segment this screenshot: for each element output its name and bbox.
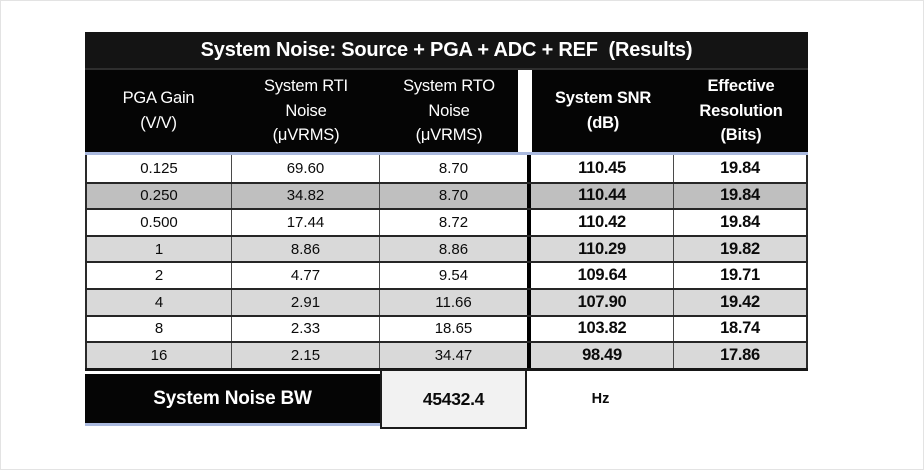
rto-noise-cell: 8.70: [438, 159, 469, 177]
column-header-pga-gain: PGA Gain (V/V): [122, 89, 195, 132]
pga-gain-cell: 4: [85, 289, 232, 315]
system-snr-cell: 107.90: [527, 289, 674, 315]
system-noise-bw-label: System Noise BW: [85, 374, 380, 423]
effective-resolution-cell: 17.86: [674, 343, 808, 368]
table-row: 0.500 17.44 8.72 110.42 19.84: [85, 208, 808, 235]
rto-noise-cell: 34.47: [434, 346, 473, 364]
rto-noise-cell: 18.65: [434, 320, 473, 338]
rti-noise-cell: 2.15: [232, 343, 380, 368]
pga-gain-cell: 1: [85, 236, 232, 262]
table-title: System Noise: Source + PGA + ADC + REF (…: [85, 32, 808, 70]
header-block-outputs: System SNR (dB) Effective Resolution (Bi…: [532, 70, 808, 152]
rti-noise-cell: 2.91: [232, 289, 380, 315]
system-snr-cell: 110.44: [527, 183, 674, 209]
pga-gain-cell: 16: [85, 343, 232, 368]
system-snr-cell: 110.42: [527, 210, 674, 235]
system-snr-cell: 98.49: [527, 343, 674, 368]
column-header-row: PGA Gain (V/V) System RTI Noise (μVRMS) …: [85, 70, 808, 152]
header-divider-gap: [518, 70, 532, 152]
rti-noise-cell: 34.82: [232, 183, 380, 209]
header-block-inputs: PGA Gain (V/V) System RTI Noise (μVRMS) …: [85, 70, 518, 152]
footer-accent-line: [85, 423, 380, 426]
column-header-rti-noise: System RTI Noise (μVRMS): [264, 76, 348, 145]
rto-noise-cell: 9.54: [438, 267, 469, 285]
pga-gain-cell: 0.125: [85, 155, 232, 182]
effective-resolution-cell: 19.84: [674, 155, 808, 182]
table-row: 4 2.91 11.66 107.90 19.42: [85, 287, 808, 315]
system-snr-cell: 109.64: [527, 263, 674, 288]
effective-resolution-cell: 18.74: [674, 316, 808, 342]
effective-resolution-cell: 19.82: [674, 236, 808, 262]
header-accent-line: [85, 152, 808, 155]
effective-resolution-cell: 19.84: [674, 210, 808, 235]
column-header-system-snr: System SNR (dB): [554, 89, 652, 132]
table-row: 16 2.15 34.47 98.49 17.86: [85, 341, 808, 368]
rti-noise-cell: 8.86: [232, 236, 380, 262]
rti-noise-cell: 4.77: [232, 263, 380, 288]
system-snr-cell: 103.82: [527, 316, 674, 342]
rto-noise-cell: 8.72: [438, 213, 469, 231]
system-noise-bw-value: 45432.4: [380, 369, 527, 429]
effective-resolution-cell: 19.84: [674, 183, 808, 209]
rti-noise-cell: 69.60: [232, 155, 380, 182]
pga-gain-cell: 0.500: [85, 210, 232, 235]
rto-noise-cell: 8.86: [438, 240, 469, 258]
table-row: 2 4.77 9.54 109.64 19.71: [85, 261, 808, 288]
results-table: 0.125 69.60 8.70 110.45 19.84 0.250 34.8…: [85, 155, 808, 371]
table-row: 0.250 34.82 8.70 110.44 19.84: [85, 181, 808, 209]
column-header-rto-noise: System RTO Noise (μVRMS): [403, 76, 495, 145]
pga-gain-cell: 0.250: [85, 183, 232, 209]
rti-noise-cell: 2.33: [232, 316, 380, 342]
pga-gain-cell: 8: [85, 316, 232, 342]
system-snr-cell: 110.29: [527, 236, 674, 262]
rto-noise-cell: 8.70: [438, 187, 469, 205]
table-row: 0.125 69.60 8.70 110.45 19.84: [85, 155, 808, 182]
effective-resolution-cell: 19.71: [674, 263, 808, 288]
system-noise-bw-unit: Hz: [591, 390, 610, 407]
pga-gain-cell: 2: [85, 263, 232, 288]
table-row: 8 2.33 18.65 103.82 18.74: [85, 314, 808, 342]
rto-noise-cell: 11.66: [435, 293, 472, 311]
table-row: 1 8.86 8.86 110.29 19.82: [85, 234, 808, 262]
rti-noise-cell: 17.44: [232, 210, 380, 235]
system-snr-cell: 110.45: [527, 155, 674, 182]
effective-resolution-cell: 19.42: [674, 289, 808, 315]
column-header-effective-resolution: Effective Resolution (Bits): [699, 76, 783, 145]
